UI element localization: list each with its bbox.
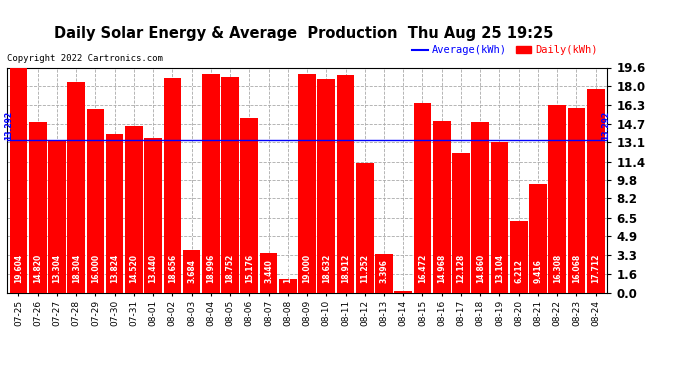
Text: Copyright 2022 Cartronics.com: Copyright 2022 Cartronics.com: [7, 54, 163, 63]
Legend: Average(kWh), Daily(kWh): Average(kWh), Daily(kWh): [408, 41, 602, 60]
Text: 11.252: 11.252: [360, 254, 369, 284]
Text: 6.212: 6.212: [514, 260, 523, 284]
Bar: [529, 184, 546, 292]
Bar: [202, 74, 219, 292]
Text: 14.820: 14.820: [33, 254, 42, 284]
Bar: [549, 105, 566, 292]
Text: 13.104: 13.104: [495, 254, 504, 284]
Bar: [568, 108, 585, 292]
Text: 19.000: 19.000: [302, 254, 312, 284]
Text: 9.416: 9.416: [533, 260, 542, 284]
Text: 16.472: 16.472: [418, 254, 427, 284]
Text: 13.304: 13.304: [52, 254, 61, 284]
Bar: [356, 164, 373, 292]
Bar: [48, 140, 66, 292]
Text: 18.752: 18.752: [226, 254, 235, 284]
Bar: [491, 142, 509, 292]
Text: 14.860: 14.860: [475, 254, 484, 284]
Text: 13.292: 13.292: [601, 111, 610, 140]
Bar: [337, 75, 355, 292]
Text: Daily Solar Energy & Average  Production  Thu Aug 25 19:25: Daily Solar Energy & Average Production …: [54, 26, 553, 41]
Text: 16.308: 16.308: [553, 254, 562, 284]
Bar: [144, 138, 162, 292]
Bar: [413, 104, 431, 292]
Bar: [241, 118, 258, 292]
Bar: [452, 153, 470, 292]
Bar: [221, 77, 239, 292]
Bar: [298, 74, 316, 292]
Text: 3.440: 3.440: [264, 260, 273, 284]
Text: 13.824: 13.824: [110, 254, 119, 284]
Text: 19.604: 19.604: [14, 254, 23, 284]
Bar: [164, 78, 181, 292]
Text: 16.000: 16.000: [91, 254, 100, 284]
Bar: [279, 279, 297, 292]
Bar: [183, 250, 201, 292]
Text: 17.712: 17.712: [591, 254, 600, 284]
Text: 18.304: 18.304: [72, 254, 81, 284]
Bar: [29, 122, 46, 292]
Bar: [471, 122, 489, 292]
Text: 14.520: 14.520: [130, 254, 139, 284]
Text: 16.068: 16.068: [572, 254, 581, 284]
Text: 18.656: 18.656: [168, 254, 177, 284]
Text: 18.912: 18.912: [341, 254, 350, 284]
Bar: [395, 291, 412, 292]
Bar: [86, 109, 104, 292]
Text: 18.632: 18.632: [322, 254, 331, 284]
Bar: [317, 79, 335, 292]
Bar: [125, 126, 143, 292]
Text: 12.128: 12.128: [457, 254, 466, 284]
Bar: [68, 82, 85, 292]
Text: 15.176: 15.176: [245, 254, 254, 284]
Bar: [375, 254, 393, 292]
Bar: [10, 68, 28, 292]
Text: 1.196: 1.196: [284, 260, 293, 284]
Bar: [259, 253, 277, 292]
Bar: [106, 134, 124, 292]
Text: 3.396: 3.396: [380, 260, 388, 284]
Bar: [510, 221, 528, 292]
Text: 13.292: 13.292: [4, 111, 13, 140]
Text: 3.684: 3.684: [187, 260, 196, 284]
Text: 14.968: 14.968: [437, 254, 446, 284]
Bar: [586, 89, 604, 292]
Text: 13.440: 13.440: [148, 254, 157, 284]
Text: 18.996: 18.996: [206, 254, 215, 284]
Bar: [433, 121, 451, 292]
